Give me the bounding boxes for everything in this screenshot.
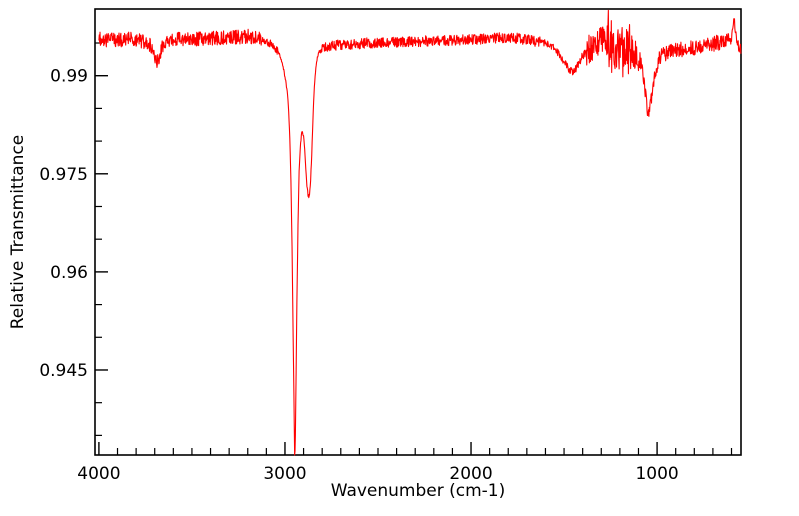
x-tick-label: 3000 (263, 464, 306, 484)
x-tick-label: 4000 (77, 464, 120, 484)
y-tick-label: 0.96 (50, 263, 88, 283)
y-tick-label: 0.975 (39, 165, 88, 185)
x-tick-label: 2000 (449, 464, 492, 484)
x-tick-label: 1000 (635, 464, 678, 484)
plot-frame (94, 8, 742, 456)
y-tick-label: 0.945 (39, 361, 88, 381)
x-axis-title: Wavenumber (cm-1) (330, 481, 506, 501)
spectrum-trace (98, 9, 742, 456)
y-axis-title: Relative Transmittance (8, 134, 28, 330)
y-tick-label: 0.99 (50, 67, 88, 87)
